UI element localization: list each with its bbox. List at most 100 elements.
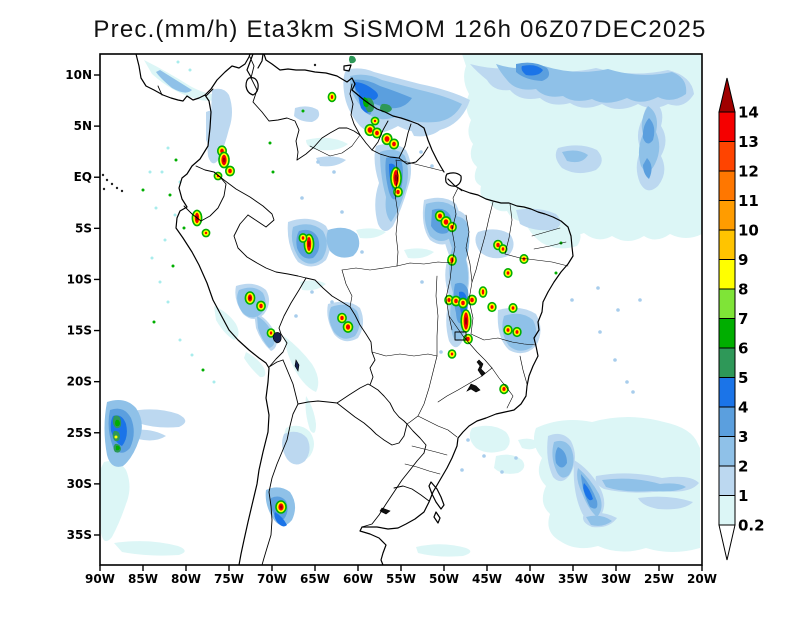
precip-speckle <box>152 320 156 324</box>
lon-tick-label: 65W <box>300 572 330 586</box>
colorbar-segment <box>718 288 736 319</box>
precip-area-2-3 <box>602 478 686 492</box>
precip-area-6-7 <box>116 445 120 451</box>
precip-speckle <box>596 286 600 290</box>
precip-area-5-6 <box>349 55 356 64</box>
precip-speckle <box>301 109 305 113</box>
lon-tick-label: 85W <box>128 572 158 586</box>
lon-tick-label: 35W <box>558 572 588 586</box>
lon-tick-label: 70W <box>257 572 287 586</box>
distrito-federal <box>454 331 467 341</box>
precip-area-3-4 <box>643 158 652 179</box>
lon-tick-label: 30W <box>601 572 631 586</box>
precip-area-1-2 <box>638 496 693 510</box>
precip-speckle <box>340 210 344 214</box>
colorbar-segment <box>718 377 736 408</box>
furnas-reservoir <box>466 383 481 393</box>
precip-speckle <box>294 314 298 318</box>
lakes <box>272 332 486 515</box>
precip-speckle <box>300 196 304 200</box>
precip-speckle <box>616 308 620 312</box>
state-borders <box>309 134 569 475</box>
precip-area-5-6 <box>380 103 392 113</box>
colorbar-label: 6 <box>738 340 748 358</box>
precip-area-2-3 <box>257 316 275 348</box>
precip-area-4-5 <box>521 65 543 76</box>
precip-speckle <box>420 280 424 284</box>
precip-speckle <box>158 280 162 284</box>
lat-tick-label: EQ <box>74 170 92 184</box>
colorbar-segment <box>718 259 736 290</box>
lon-tick-label: 25W <box>644 572 674 586</box>
precip-speckle <box>613 358 617 362</box>
precip-speckle <box>439 350 443 354</box>
lat-tick-label: 5N <box>74 119 92 133</box>
colorbar-label: 1 <box>738 487 748 505</box>
page-title: Prec.(mm/h) Eta3km SiSMOM 126h 06Z07DEC2… <box>93 16 707 43</box>
precipitation-shading <box>100 54 702 557</box>
precip-speckle <box>460 468 464 472</box>
precip-speckle <box>514 456 518 460</box>
latitude-axis: 10N 5N EQ 5S 10S 15S 20S 25S 30S 35S <box>65 68 100 542</box>
precip-speckle <box>166 146 170 150</box>
coast-caribbean <box>204 54 251 96</box>
lat-tick-label: 20S <box>67 375 92 389</box>
precip-speckle <box>330 300 334 304</box>
precip-speckle <box>190 353 194 357</box>
lon-tick-label: 55W <box>386 572 416 586</box>
lon-tick-label: 20W <box>687 572 717 586</box>
precip-area-0.2-1 <box>214 306 239 340</box>
colorbar-label: 4 <box>738 399 748 417</box>
tres-marias-reservoir <box>476 359 486 377</box>
precip-area-0.2-1 <box>306 137 348 151</box>
precip-speckle <box>466 438 470 442</box>
coastlines <box>135 54 574 565</box>
colorbar-label: 0.2 <box>738 517 765 535</box>
precip-speckle <box>182 226 186 230</box>
precip-area-1-2 <box>207 88 232 164</box>
precip-speckle <box>168 193 172 197</box>
colorbar: 14 13 12 11 10 9 8 7 6 5 4 3 2 1 0.2 <box>718 77 765 561</box>
precip-area-1-2 <box>294 106 320 122</box>
precip-area-3-4 <box>555 447 567 468</box>
lat-tick-label: 10N <box>65 68 92 82</box>
precip-area-0.2-1 <box>100 461 130 542</box>
lake-maracaibo <box>245 77 259 96</box>
precip-area-2-3 <box>326 227 360 258</box>
precip-speckle <box>173 213 177 217</box>
colorbar-label: 5 <box>738 369 748 387</box>
precip-speckle <box>360 250 364 254</box>
coast-pacific <box>135 54 270 565</box>
colorbar-label: 7 <box>738 310 748 328</box>
galapagos-islands <box>101 63 317 193</box>
colorbar-label: 9 <box>738 251 748 269</box>
precip-speckle <box>148 170 152 174</box>
precip-area-1-2 <box>282 431 310 465</box>
colorbar-label: 3 <box>738 428 748 446</box>
precip-area-0.2-1 <box>404 248 434 259</box>
lake-poopo <box>294 359 300 372</box>
precip-area-2-3 <box>586 515 612 526</box>
precip-speckle <box>316 160 320 164</box>
colorbar-under-arrow <box>718 524 736 561</box>
precip-speckle <box>570 298 574 302</box>
precip-area-6-7 <box>115 419 120 427</box>
precip-speckle <box>625 380 629 384</box>
lat-tick-label: 15S <box>67 324 92 338</box>
lon-tick-label: 60W <box>343 572 373 586</box>
lon-tick-label: 90W <box>85 572 115 586</box>
precip-speckle <box>154 206 158 210</box>
colorbar-label: 11 <box>738 192 759 210</box>
coast-venezuela-gulf <box>246 54 254 78</box>
colorbar-segment <box>718 170 736 201</box>
lat-tick-label: 30S <box>67 477 92 491</box>
precip-area-3-4 <box>642 118 655 144</box>
precip-area-0.2-1 <box>300 280 326 291</box>
lon-tick-label: 40W <box>515 572 545 586</box>
precip-area-0.2-1 <box>305 396 316 433</box>
lat-tick-label: 10S <box>67 272 92 286</box>
colorbar-over-arrow <box>718 77 736 113</box>
colorbar-segment <box>718 436 736 467</box>
